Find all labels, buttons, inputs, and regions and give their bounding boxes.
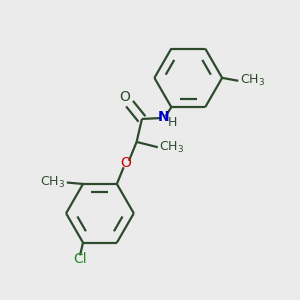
- Text: Cl: Cl: [73, 252, 87, 266]
- Text: O: O: [120, 156, 131, 170]
- Text: H: H: [168, 116, 177, 129]
- Text: CH$_3$: CH$_3$: [159, 140, 184, 155]
- Text: CH$_3$: CH$_3$: [240, 73, 265, 88]
- Text: O: O: [119, 90, 130, 104]
- Text: N: N: [157, 110, 169, 124]
- Text: CH$_3$: CH$_3$: [40, 175, 65, 190]
